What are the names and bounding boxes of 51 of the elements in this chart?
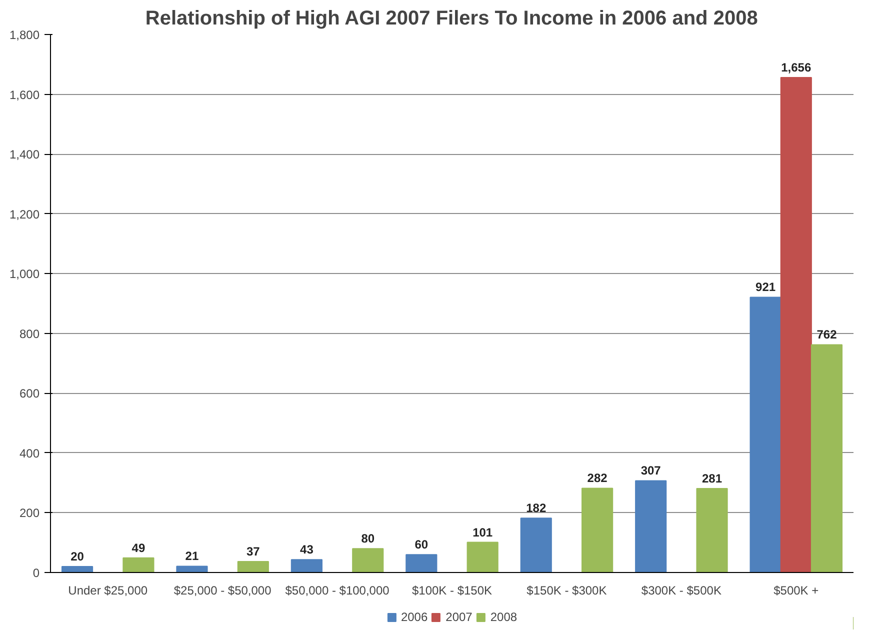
- x-tick-label: Under $25,000: [68, 584, 148, 598]
- y-tick-label: 400: [19, 446, 40, 460]
- bar: [696, 488, 728, 572]
- bar: [61, 566, 94, 572]
- bar: [466, 542, 498, 572]
- data-label: 43: [300, 542, 314, 557]
- data-label: 60: [414, 538, 428, 552]
- bar: [520, 518, 552, 572]
- data-label: 762: [816, 328, 838, 342]
- y-tick-label: 200: [19, 506, 40, 520]
- bar: [237, 560, 269, 572]
- data-label: 182: [526, 501, 546, 516]
- bar: [176, 566, 208, 572]
- y-tick-label: 0: [32, 566, 40, 580]
- y-tick-label: 1,600: [9, 88, 40, 102]
- y-tick-label: 800: [19, 326, 40, 341]
- data-label: 921: [756, 280, 776, 294]
- bar: [810, 344, 843, 572]
- bar: [780, 77, 812, 572]
- data-label: 20: [70, 550, 84, 564]
- bar: [635, 480, 667, 572]
- y-tick-label: 600: [19, 386, 40, 401]
- legend-label: 2006: [400, 610, 428, 624]
- data-label: 37: [246, 544, 260, 558]
- y-tick-label: 1,000: [9, 267, 40, 282]
- bar: [406, 554, 438, 572]
- bar: [750, 296, 782, 572]
- chart-title: Relationship of High AGI 2007 Filers To Income in 2006 and 2008: [145, 8, 758, 30]
- bar: [122, 557, 154, 572]
- bar: [290, 559, 322, 572]
- x-tick-label: $50,000 - $100,000: [285, 584, 390, 598]
- y-tick-label: 1,800: [9, 28, 40, 42]
- data-label: 49: [132, 540, 146, 555]
- y-tick-label: 1,400: [9, 148, 40, 162]
- data-label: 281: [702, 472, 722, 486]
- y-tick-label: 1,200: [9, 207, 40, 222]
- x-tick-label: $150K - $300K: [526, 584, 607, 598]
- data-label: 307: [640, 464, 662, 478]
- x-tick-label: $25,000 - $50,000: [174, 584, 272, 598]
- legend-label: 2008: [490, 610, 518, 624]
- data-label: 282: [587, 471, 608, 486]
- bar: [582, 488, 614, 572]
- x-tick-label: $100K - $150K: [412, 584, 492, 598]
- data-label: 21: [185, 549, 199, 564]
- data-label: 1,656: [781, 60, 812, 75]
- data-label: 80: [361, 532, 375, 546]
- legend-label: 2007: [446, 610, 472, 624]
- bar: [352, 548, 384, 572]
- data-label: 101: [472, 525, 493, 540]
- x-tick-label: $300K - $500K: [641, 584, 722, 598]
- x-tick-label: $500K +: [774, 584, 819, 598]
